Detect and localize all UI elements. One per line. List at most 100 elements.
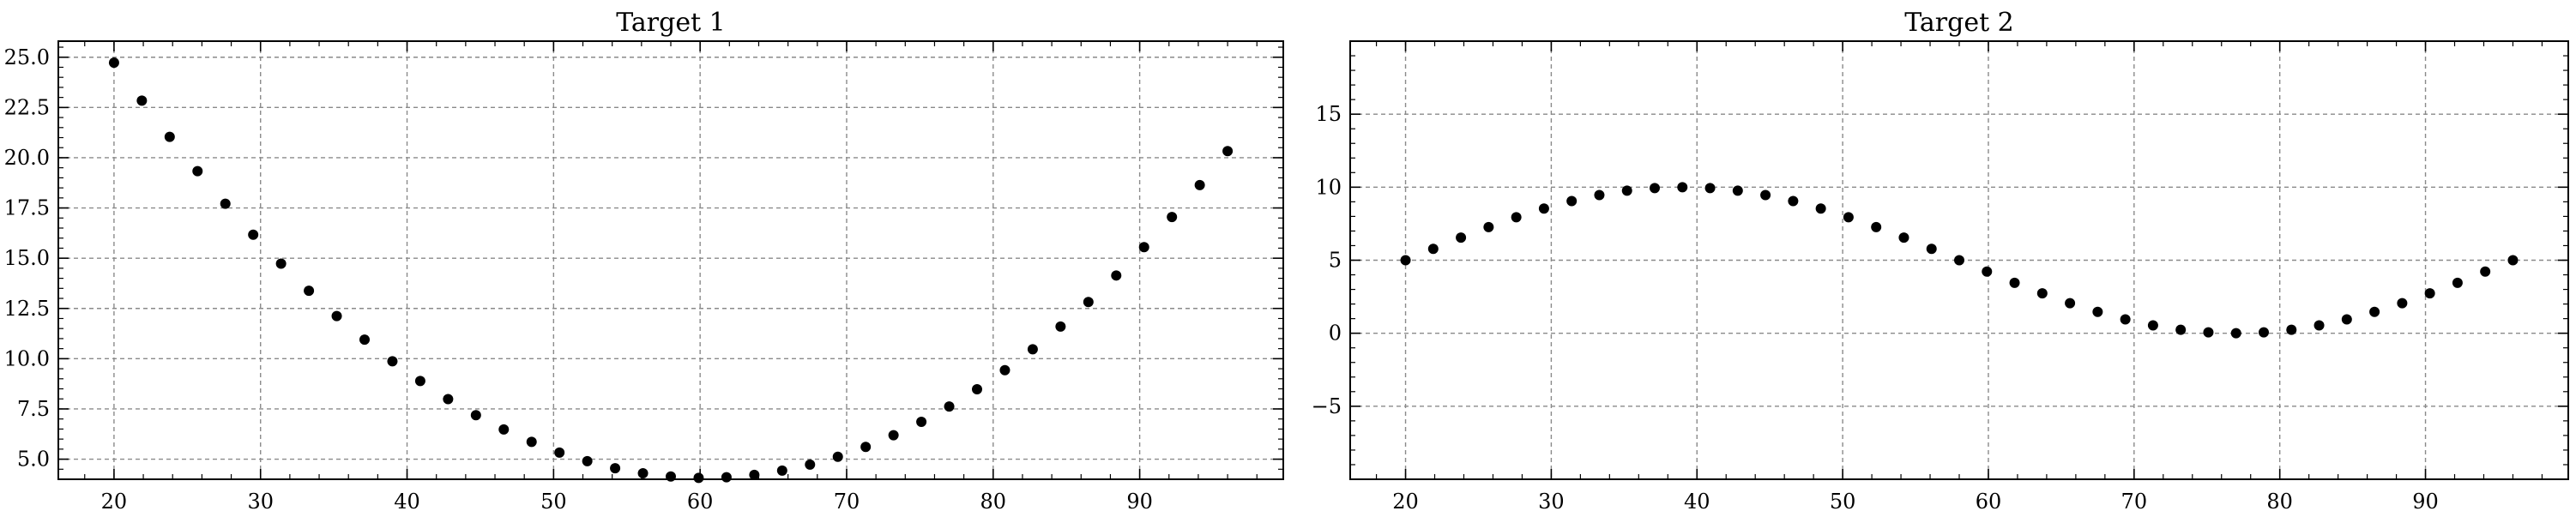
x-tick-label: 20 bbox=[1392, 490, 1419, 514]
y-tick-label: 7.5 bbox=[17, 397, 50, 421]
y-tick-label: 22.5 bbox=[4, 95, 50, 119]
data-point bbox=[414, 376, 425, 387]
data-point bbox=[2120, 314, 2131, 325]
x-tick-label: 30 bbox=[247, 490, 274, 514]
ticks: 20 30 40 50 60 70 80 90 −5 0 5 10 15 bbox=[1312, 40, 2568, 514]
data-point bbox=[1732, 185, 1743, 196]
data-point bbox=[359, 334, 370, 346]
data-point bbox=[1222, 146, 1234, 157]
data-point bbox=[1982, 266, 1993, 277]
data-point bbox=[972, 383, 982, 394]
x-tick-label: 20 bbox=[101, 490, 128, 514]
data-point bbox=[1677, 182, 1688, 193]
data-point bbox=[1594, 189, 1605, 201]
x-tick-label: 90 bbox=[2412, 490, 2439, 514]
data-point bbox=[832, 451, 843, 462]
data-point bbox=[1650, 183, 1660, 194]
data-point bbox=[999, 364, 1010, 376]
data-point bbox=[776, 465, 787, 476]
data-points bbox=[108, 57, 1234, 484]
data-point bbox=[1843, 212, 1854, 223]
data-point bbox=[1400, 255, 1411, 266]
data-point bbox=[610, 463, 621, 474]
chart-title: Target 1 bbox=[616, 8, 726, 38]
chart-panel-2: Target 2 20 30 40 50 60 70 80 90 −5 0 5 10 15 bbox=[1312, 8, 2569, 514]
grid bbox=[58, 41, 1283, 479]
data-point bbox=[2341, 314, 2352, 325]
axes-frame bbox=[57, 40, 1284, 480]
data-point bbox=[1427, 243, 1439, 255]
data-point bbox=[1111, 270, 1122, 281]
ticks: 20 30 40 50 60 70 80 90 5.0 7.5 10.0 12.5 15.0 17.5 20… bbox=[4, 41, 1283, 514]
data-point bbox=[1815, 203, 1826, 214]
y-tick-label: 0 bbox=[1329, 322, 1342, 346]
data-point bbox=[1055, 321, 1066, 332]
data-point bbox=[1871, 221, 1882, 232]
data-point bbox=[1954, 255, 1964, 266]
data-point bbox=[1511, 212, 1522, 223]
data-point bbox=[443, 394, 454, 405]
x-tick-label: 60 bbox=[687, 490, 714, 514]
data-point bbox=[2452, 277, 2463, 288]
data-point bbox=[860, 442, 872, 453]
x-tick-label: 40 bbox=[1684, 490, 1710, 514]
data-point bbox=[387, 356, 398, 367]
data-point bbox=[275, 258, 287, 269]
data-point bbox=[1027, 344, 1038, 355]
data-point bbox=[944, 401, 955, 412]
data-point bbox=[2480, 266, 2491, 277]
data-point bbox=[721, 472, 732, 483]
y-tick-label: −5 bbox=[1312, 394, 1342, 418]
data-point bbox=[2286, 324, 2297, 335]
data-point bbox=[2175, 324, 2187, 335]
axes-frame bbox=[1349, 40, 2569, 480]
data-point bbox=[2369, 306, 2380, 317]
data-point bbox=[582, 455, 593, 466]
data-point bbox=[2147, 320, 2158, 331]
data-point bbox=[164, 131, 175, 142]
data-point bbox=[2092, 306, 2103, 317]
data-point bbox=[637, 467, 649, 478]
data-point bbox=[1138, 242, 1149, 253]
data-point bbox=[1194, 179, 1205, 190]
y-tick-label: 15 bbox=[1315, 102, 1342, 126]
data-point bbox=[248, 229, 259, 240]
data-point bbox=[220, 198, 231, 209]
x-tick-label: 80 bbox=[2266, 490, 2293, 514]
data-point bbox=[1898, 232, 1909, 243]
data-point bbox=[2036, 288, 2048, 299]
data-point bbox=[1083, 297, 1094, 308]
data-point bbox=[304, 286, 315, 297]
x-tick-label: 40 bbox=[394, 490, 420, 514]
y-tick-label: 12.5 bbox=[4, 297, 50, 321]
data-point bbox=[1456, 232, 1467, 243]
x-tick-label: 90 bbox=[1126, 490, 1153, 514]
data-point bbox=[526, 436, 537, 448]
x-tick-label: 70 bbox=[834, 490, 860, 514]
x-tick-label: 70 bbox=[2121, 490, 2148, 514]
data-points bbox=[1400, 182, 2519, 339]
data-point bbox=[2397, 298, 2408, 309]
data-point bbox=[805, 459, 816, 470]
y-tick-label: 25.0 bbox=[4, 45, 50, 69]
x-tick-label: 60 bbox=[1976, 490, 2002, 514]
data-point bbox=[1760, 189, 1771, 201]
grid bbox=[1350, 41, 2568, 479]
data-point bbox=[331, 310, 342, 322]
data-point bbox=[192, 165, 203, 177]
data-point bbox=[2259, 327, 2269, 338]
data-point bbox=[2230, 328, 2241, 339]
y-tick-label: 5.0 bbox=[17, 448, 50, 472]
data-point bbox=[2065, 298, 2076, 309]
data-point bbox=[1566, 195, 1578, 207]
data-point bbox=[749, 469, 760, 480]
data-point bbox=[498, 424, 510, 435]
data-point bbox=[1538, 203, 1549, 214]
x-tick-label: 80 bbox=[980, 490, 1007, 514]
data-point bbox=[470, 410, 481, 421]
y-tick-label: 10 bbox=[1315, 175, 1342, 199]
data-point bbox=[2424, 288, 2435, 299]
x-tick-label: 50 bbox=[540, 490, 567, 514]
y-tick-label: 20.0 bbox=[4, 146, 50, 170]
